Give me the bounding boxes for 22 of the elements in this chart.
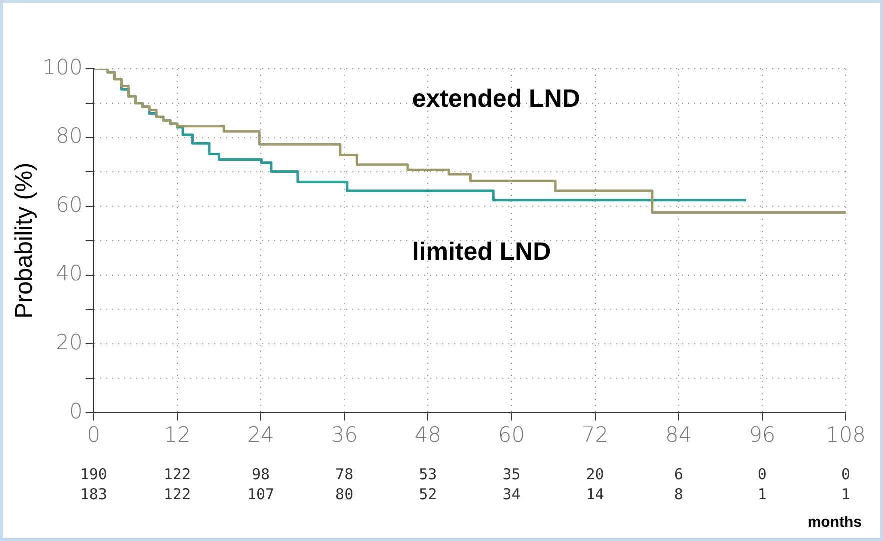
x-tick-label: 0 — [87, 422, 101, 447]
x-tick-label: 60 — [498, 422, 526, 447]
text: 190 122 98 78 53 35 20 6 0 0 — [80, 466, 851, 484]
x-tick-label: 84 — [665, 422, 692, 447]
y-tick-label: 80 — [56, 124, 83, 148]
y-tick-label: 60 — [56, 192, 83, 217]
x-axis-title: months — [808, 514, 862, 532]
y-tick-label: 100 — [42, 55, 83, 80]
x-tick-label: 36 — [331, 422, 358, 447]
text: 183 122 107 80 52 34 14 8 1 1 — [80, 486, 851, 504]
series-label: limited LND — [412, 238, 552, 266]
x-tick-label: 24 — [248, 422, 274, 447]
x-tick-label: 48 — [414, 422, 442, 447]
y-tick-label: 40 — [56, 262, 83, 286]
text: extended LND — [412, 84, 580, 113]
y-axis-title: Probability (%) — [11, 162, 38, 319]
y-tick-label: 20 — [56, 330, 83, 354]
x-tick-label: 96 — [749, 422, 776, 447]
x-tick-label: 108 — [826, 422, 866, 447]
x-tick-label: 72 — [582, 422, 609, 447]
y-tick-label: 0 — [70, 399, 83, 424]
x-tick-label: 12 — [164, 422, 191, 447]
